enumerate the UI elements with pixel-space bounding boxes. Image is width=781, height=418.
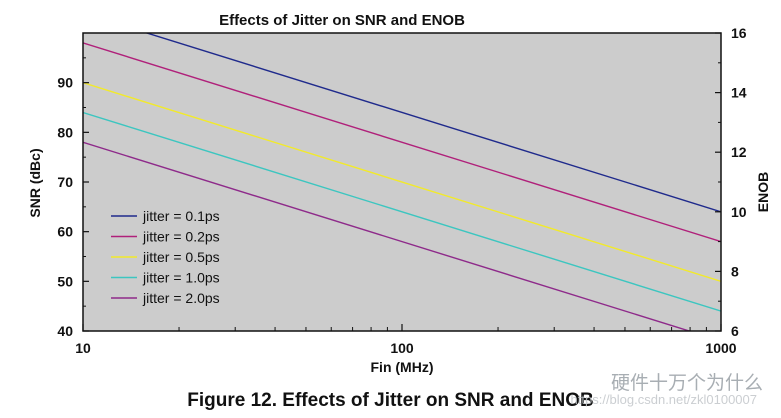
y-axis-label: SNR (dBc) xyxy=(27,148,43,217)
chart-title: Effects of Jitter on SNR and ENOB xyxy=(219,12,465,29)
legend-label-4: jitter = 2.0ps xyxy=(142,290,220,306)
y2-tick-label: 6 xyxy=(731,323,739,339)
y-tick-label: 60 xyxy=(57,224,73,240)
legend-label-3: jitter = 1.0ps xyxy=(142,270,220,286)
y2-tick-label: 16 xyxy=(731,25,747,41)
y-tick-label: 50 xyxy=(57,273,73,289)
y-tick-label: 70 xyxy=(57,174,73,190)
series-line-2 xyxy=(83,82,721,282)
chart-svg: Effects of Jitter on SNR and ENOB 10 100 1… xyxy=(27,12,771,375)
legend-label-1: jitter = 0.2ps xyxy=(142,229,220,245)
series-lines xyxy=(83,33,721,331)
legend-label-0: jitter = 0.1ps xyxy=(142,208,220,224)
y2-tick-label: 14 xyxy=(731,85,747,101)
legend-label-2: jitter = 0.5ps xyxy=(142,249,220,265)
x-tick-label: 10 xyxy=(75,340,91,356)
series-line-4 xyxy=(83,141,692,331)
y2-tick-label: 10 xyxy=(731,204,747,220)
y2-axis-label: ENOB xyxy=(755,172,771,212)
y-tick-label: 90 xyxy=(57,75,73,91)
y-tick-label: 40 xyxy=(57,323,73,339)
series-line-0 xyxy=(144,33,721,213)
x-axis-label: Fin (MHz) xyxy=(371,359,434,375)
x-tick-label: 1000 xyxy=(705,340,736,356)
figure-caption: Figure 12. Effects of Jitter on SNR and … xyxy=(187,390,594,411)
series-line-3 xyxy=(83,111,721,312)
y-tick-label: 80 xyxy=(57,124,73,140)
y2-tick-label: 8 xyxy=(731,263,739,279)
plot-area: 10 100 1000 40 50 60 70 80 90 6 8 10 12 14 16 jitter = … xyxy=(57,25,747,356)
watermark-url: https://blog.csdn.net/zkl0100007 xyxy=(570,392,757,407)
legend: jitter = 0.1ps jitter = 0.2ps jitter = 0.5… xyxy=(111,208,220,306)
watermark: 硬件十万个为什么 xyxy=(610,372,763,394)
x-tick-label: 100 xyxy=(390,340,414,356)
y2-tick-label: 12 xyxy=(731,144,747,160)
series-line-1 xyxy=(83,42,721,243)
